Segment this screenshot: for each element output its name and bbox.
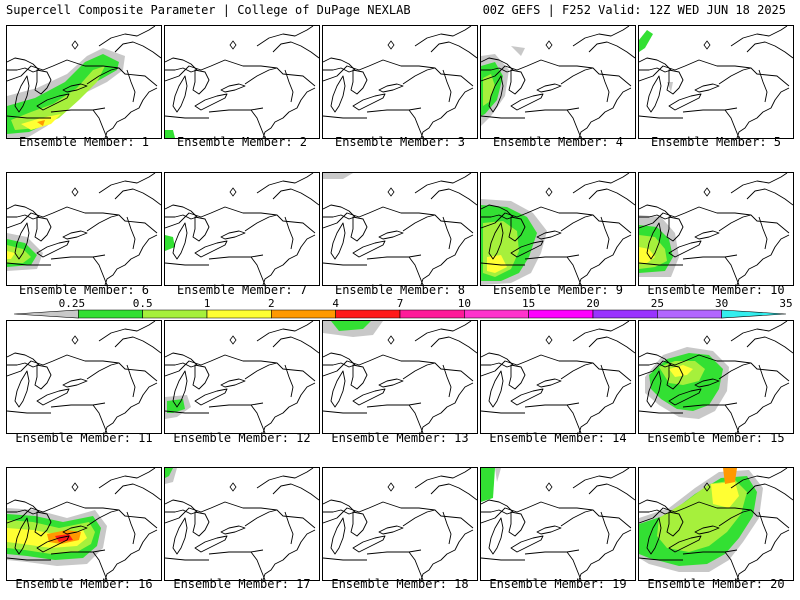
ensemble-member-label: Ensemble Member: 15 bbox=[647, 431, 785, 445]
ensemble-map-panel bbox=[164, 172, 320, 286]
colorbar-tick-label: 20 bbox=[586, 297, 600, 310]
colorbar-segment bbox=[592, 309, 658, 319]
ensemble-member-label: Ensemble Member: 9 bbox=[492, 283, 624, 297]
ensemble-member-label: Ensemble Member: 18 bbox=[331, 577, 469, 591]
colorbar bbox=[13, 309, 787, 319]
colorbar-tick-label: 0.5 bbox=[132, 297, 153, 310]
colorbar-segment bbox=[142, 309, 208, 319]
ensemble-map-panel bbox=[322, 25, 478, 139]
colorbar-segment bbox=[271, 309, 336, 319]
map-canvas bbox=[165, 468, 319, 580]
ensemble-map-panel bbox=[480, 467, 636, 581]
ensemble-member-label: Ensemble Member: 7 bbox=[176, 283, 308, 297]
map-canvas bbox=[165, 321, 319, 433]
ensemble-member-label: Ensemble Member: 13 bbox=[331, 431, 469, 445]
map-canvas bbox=[7, 26, 161, 138]
colorbar-tick-label: 0.25 bbox=[58, 297, 86, 310]
valid-time-label: 00Z GEFS | F252 Valid: 12Z WED JUN 18 20… bbox=[482, 3, 786, 17]
ensemble-member-label: Ensemble Member: 8 bbox=[334, 283, 466, 297]
colorbar-tick-label: 25 bbox=[650, 297, 664, 310]
map-canvas bbox=[481, 26, 635, 138]
ensemble-map-panel bbox=[638, 467, 794, 581]
colorbar-segment bbox=[13, 309, 79, 319]
map-canvas bbox=[7, 173, 161, 285]
ensemble-map-panel bbox=[638, 320, 794, 434]
map-canvas bbox=[481, 173, 635, 285]
map-canvas bbox=[639, 26, 793, 138]
map-canvas bbox=[639, 173, 793, 285]
colorbar-tick-label: 35 bbox=[779, 297, 793, 310]
colorbar-segment bbox=[399, 309, 465, 319]
map-canvas bbox=[165, 26, 319, 138]
colorbar-tick-label: 2 bbox=[268, 297, 275, 310]
map-canvas bbox=[7, 321, 161, 433]
ensemble-member-label: Ensemble Member: 11 bbox=[15, 431, 153, 445]
ensemble-map-panel bbox=[6, 467, 162, 581]
ensemble-member-label: Ensemble Member: 12 bbox=[173, 431, 311, 445]
ensemble-map-panel bbox=[480, 25, 636, 139]
ensemble-map-panel bbox=[480, 172, 636, 286]
map-canvas bbox=[481, 468, 635, 580]
map-canvas bbox=[639, 321, 793, 433]
ensemble-member-label: Ensemble Member: 19 bbox=[489, 577, 627, 591]
ensemble-member-label: Ensemble Member: 10 bbox=[647, 283, 785, 297]
colorbar-tick-label: 4 bbox=[332, 297, 339, 310]
ensemble-member-label: Ensemble Member: 3 bbox=[334, 135, 466, 149]
ensemble-map-panel bbox=[480, 320, 636, 434]
map-canvas bbox=[639, 468, 793, 580]
colorbar-tick-label: 30 bbox=[715, 297, 729, 310]
map-title: Supercell Composite Parameter | College … bbox=[6, 3, 411, 17]
ensemble-map-panel bbox=[164, 320, 320, 434]
map-canvas bbox=[323, 468, 477, 580]
map-canvas bbox=[323, 26, 477, 138]
ensemble-map-panel bbox=[6, 320, 162, 434]
ensemble-member-label: Ensemble Member: 20 bbox=[647, 577, 785, 591]
ensemble-member-label: Ensemble Member: 17 bbox=[173, 577, 311, 591]
colorbar-tick-label: 15 bbox=[522, 297, 536, 310]
ensemble-member-label: Ensemble Member: 16 bbox=[15, 577, 153, 591]
ensemble-member-label: Ensemble Member: 6 bbox=[18, 283, 150, 297]
ensemble-map-panel bbox=[322, 172, 478, 286]
colorbar-segment bbox=[657, 309, 722, 319]
ensemble-map-panel bbox=[6, 25, 162, 139]
ensemble-member-label: Ensemble Member: 5 bbox=[650, 135, 782, 149]
colorbar-tick-label: 7 bbox=[396, 297, 404, 310]
ensemble-map-panel bbox=[638, 25, 794, 139]
ensemble-map-panel bbox=[164, 25, 320, 139]
colorbar-segment bbox=[464, 309, 529, 319]
ensemble-member-label: Ensemble Member: 1 bbox=[18, 135, 150, 149]
map-canvas bbox=[323, 173, 477, 285]
colorbar-segment bbox=[528, 309, 594, 319]
map-canvas bbox=[165, 173, 319, 285]
ensemble-map-panel bbox=[6, 172, 162, 286]
ensemble-map-panel bbox=[322, 467, 478, 581]
colorbar-segment bbox=[206, 309, 272, 319]
ensemble-member-label: Ensemble Member: 4 bbox=[492, 135, 624, 149]
ensemble-map-panel bbox=[164, 467, 320, 581]
colorbar-segment bbox=[78, 309, 143, 319]
colorbar-tick-label: 1 bbox=[203, 297, 211, 310]
ensemble-member-label: Ensemble Member: 2 bbox=[176, 135, 308, 149]
colorbar-tick-label: 10 bbox=[457, 297, 471, 310]
ensemble-member-label: Ensemble Member: 14 bbox=[489, 431, 627, 445]
map-canvas bbox=[481, 321, 635, 433]
colorbar-segment bbox=[721, 309, 787, 319]
ensemble-map-panel bbox=[322, 320, 478, 434]
map-canvas bbox=[7, 468, 161, 580]
map-canvas bbox=[323, 321, 477, 433]
colorbar-segment bbox=[335, 309, 401, 319]
ensemble-map-panel bbox=[638, 172, 794, 286]
